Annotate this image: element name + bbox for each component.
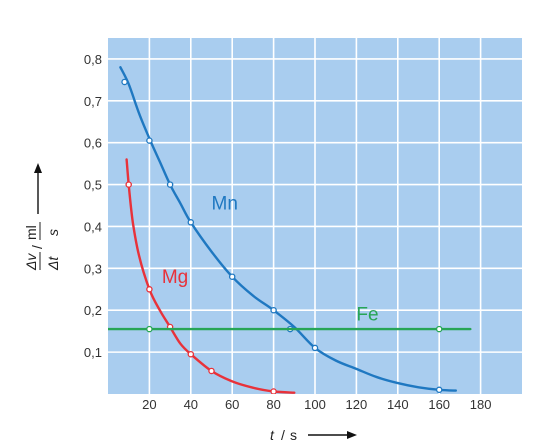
data-point-mg [146, 286, 153, 293]
y-tick-label: 0,3 [84, 261, 102, 276]
y-tick-label: 0,6 [84, 136, 102, 151]
y-axis-title: Δv Δt / ml s [23, 163, 61, 271]
x-tick-label: 100 [304, 397, 326, 412]
series-labels: Mn Mg Fe [162, 194, 379, 326]
data-point-mg [270, 388, 277, 394]
x-tick-label: 60 [225, 397, 239, 412]
y-tick-labels: 0,1 0,2 0,3 0,4 0,5 0,6 0,7 0,8 [84, 52, 102, 360]
y-axis-unit-den: s [45, 229, 61, 236]
x-tick-label: 180 [470, 397, 492, 412]
data-point-mg [208, 367, 215, 375]
data-point-mn [146, 137, 153, 144]
x-tick-label: 140 [387, 397, 409, 412]
data-point-mn [228, 273, 236, 280]
x-tick-label: 80 [266, 397, 280, 412]
data-point-mn [435, 386, 443, 394]
series-label-mn: Mn [212, 194, 238, 215]
x-axis-title: t / s [270, 427, 357, 443]
x-tick-label: 20 [142, 397, 156, 412]
y-axis-unit-num: ml [23, 225, 39, 240]
y-axis-slash: / [29, 245, 45, 249]
data-point-mg [187, 350, 195, 358]
x-axis-slash: / [281, 427, 285, 443]
y-tick-label: 0,5 [84, 178, 102, 193]
series-label-mg: Mg [162, 267, 188, 288]
y-axis-arrow-head [34, 163, 42, 173]
x-axis-var: t [270, 427, 275, 443]
data-point-mn [311, 344, 319, 352]
series-line-mn [119, 66, 457, 392]
series-label-fe: Fe [356, 305, 378, 326]
y-axis-denominator: Δt [45, 256, 61, 271]
data-point-mn [121, 78, 128, 86]
data-point-mn [187, 219, 195, 226]
data-point-fe [435, 325, 443, 333]
x-tick-labels: 20 40 60 80 100 120 140 160 180 [142, 397, 491, 412]
x-axis-unit: s [290, 427, 297, 443]
y-tick-label: 0,7 [84, 94, 102, 109]
x-tick-label: 120 [346, 397, 368, 412]
data-point-mg [125, 181, 132, 188]
x-tick-label: 40 [184, 397, 198, 412]
data-point-mn [166, 181, 174, 188]
series-group [108, 66, 472, 394]
series-line-mg [125, 158, 296, 394]
x-axis-arrow-head [347, 431, 357, 439]
y-tick-label: 0,4 [84, 219, 102, 234]
grid [108, 38, 522, 394]
x-tick-label: 160 [428, 397, 450, 412]
data-point-mn [270, 306, 277, 314]
y-tick-label: 0,2 [84, 303, 102, 318]
y-axis-numerator: Δv [23, 253, 39, 271]
y-tick-label: 0,8 [84, 52, 102, 67]
y-tick-label: 0,1 [84, 345, 102, 360]
data-point-fe [146, 325, 153, 333]
